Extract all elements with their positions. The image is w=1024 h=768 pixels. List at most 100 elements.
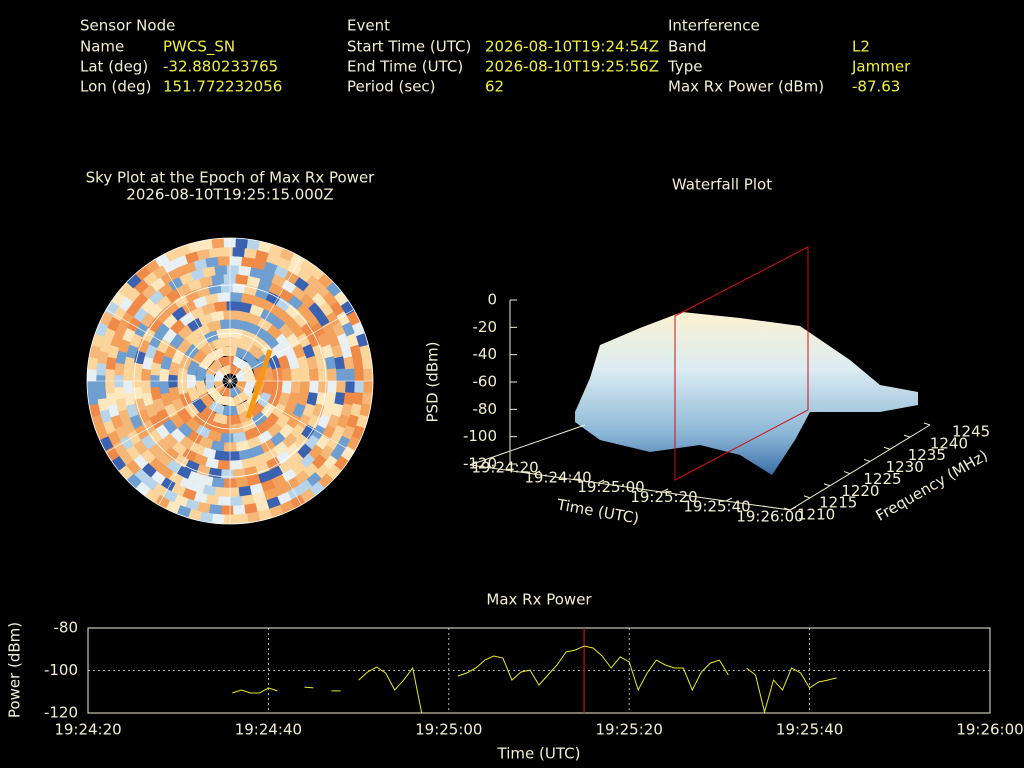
- sky-cell: [290, 380, 302, 395]
- y-tick: [803, 495, 811, 499]
- sky-cell: [217, 459, 231, 471]
- sky-cell: [213, 300, 228, 312]
- y-tick-label: 1245: [952, 423, 990, 441]
- sky-cell: [211, 273, 225, 285]
- field-value: -87.63: [852, 78, 900, 96]
- sky-cell: [229, 291, 243, 303]
- y-axis-label: Power (dBm): [6, 622, 24, 718]
- field-label: Period (sec): [347, 78, 436, 96]
- y-tick-label: 1220: [841, 482, 879, 500]
- sky-spoke: [158, 380, 231, 505]
- sky-cell: [95, 386, 107, 400]
- sky-cell: [318, 380, 329, 394]
- sky-subtitle: 2026-08-10T19:25:15.000Z: [126, 186, 333, 204]
- sky-cell: [327, 380, 338, 394]
- sky-cell: [226, 238, 240, 239]
- y-tick: [863, 458, 871, 462]
- sky-cell: [226, 264, 240, 275]
- field-label: Start Time (UTC): [347, 38, 471, 56]
- field-label: Lon (deg): [80, 78, 152, 96]
- field-label: Max Rx Power (dBm): [668, 78, 824, 96]
- sky-title: Sky Plot at the Epoch of Max Rx Power: [86, 169, 376, 187]
- x-tick: [789, 506, 797, 511]
- y-tick: [843, 471, 851, 475]
- line-title: Max Rx Power: [486, 591, 592, 609]
- sky-cell: [232, 246, 246, 258]
- y-tick: [783, 507, 791, 511]
- field-value: Jammer: [851, 58, 911, 76]
- field-value: 2026-08-10T19:24:54Z: [485, 38, 659, 56]
- sky-cell: [226, 300, 240, 311]
- x-tick: [469, 461, 477, 466]
- x-axis-label: Time (UTC): [555, 495, 641, 527]
- sky-cell: [113, 386, 125, 400]
- x-tick-label: 19:26:00: [956, 721, 1023, 739]
- sky-cell: [363, 368, 373, 382]
- x-tick-label: 19:25:00: [415, 721, 482, 739]
- sky-cell: [352, 392, 364, 406]
- sky-cell: [104, 368, 115, 382]
- surface: [575, 312, 918, 475]
- sky-spoke: [229, 380, 302, 505]
- x-tick: [597, 479, 605, 484]
- field-value: PWCS_SN: [163, 38, 235, 57]
- sky-cell: [232, 282, 246, 294]
- y-tick: [823, 483, 831, 487]
- plot-frame: [87, 627, 991, 714]
- x-tick-label: 19:24:40: [235, 721, 302, 739]
- sky-cell: [235, 273, 249, 285]
- y-tick: [903, 434, 911, 438]
- waterfall-title: Waterfall Plot: [672, 176, 772, 194]
- sky-cell: [214, 523, 228, 524]
- z-tick-label: -120: [463, 455, 497, 473]
- sky-cell: [140, 368, 152, 382]
- z-tick-label: -80: [473, 400, 498, 418]
- y-tick-label: 1230: [886, 458, 924, 476]
- y-tick-label: 1240: [930, 434, 968, 452]
- sky-cell: [235, 477, 249, 489]
- sky-cell: [235, 238, 249, 249]
- sky-cell: [113, 362, 125, 376]
- sky-cell: [219, 433, 234, 444]
- epoch-plane: [674, 246, 809, 481]
- sky-cell: [226, 523, 240, 524]
- sky-cell: [214, 264, 228, 276]
- field-value: 151.772232056: [163, 78, 282, 96]
- x-tick-label: 19:24:20: [471, 459, 538, 477]
- sky-cell: [281, 380, 293, 395]
- sky-cell: [217, 496, 231, 507]
- y-tick-label: -80: [54, 619, 79, 637]
- sky-cell: [87, 380, 97, 394]
- z-tick-label: -20: [473, 318, 498, 336]
- z-tick-label: 0: [487, 291, 497, 309]
- sky-cell: [220, 282, 234, 293]
- sky-cell: [226, 414, 242, 426]
- sky-cell: [211, 477, 225, 489]
- y-tick-label: -100: [44, 661, 78, 679]
- sky-cell: [158, 380, 170, 395]
- sky-spoke: [229, 309, 354, 382]
- sky-cell: [211, 513, 225, 524]
- field-label: End Time (UTC): [347, 58, 463, 76]
- sky-cell: [354, 380, 365, 394]
- sky-cell: [220, 505, 234, 516]
- x-tick-label: 19:25:20: [630, 488, 697, 506]
- sky-cell: [226, 451, 240, 462]
- y-tick: [883, 446, 891, 450]
- sky-cell: [226, 487, 240, 498]
- sky-cell: [308, 368, 320, 382]
- x-tick-label: 19:25:00: [577, 478, 644, 496]
- sky-cell: [217, 291, 231, 303]
- sky-cell: [232, 468, 246, 480]
- y-tick-label: -120: [44, 704, 78, 722]
- sky-spoke: [158, 257, 231, 382]
- axis-frame: [469, 424, 931, 511]
- sky-cell: [95, 362, 107, 376]
- section-title: Sensor Node: [80, 17, 175, 35]
- x-tick-label: 19:26:00: [736, 508, 803, 526]
- sky-cell: [281, 367, 293, 382]
- sky-cell: [87, 368, 97, 382]
- sky-cell: [229, 496, 243, 507]
- sky-cell: [363, 380, 373, 394]
- y-tick: [923, 422, 931, 426]
